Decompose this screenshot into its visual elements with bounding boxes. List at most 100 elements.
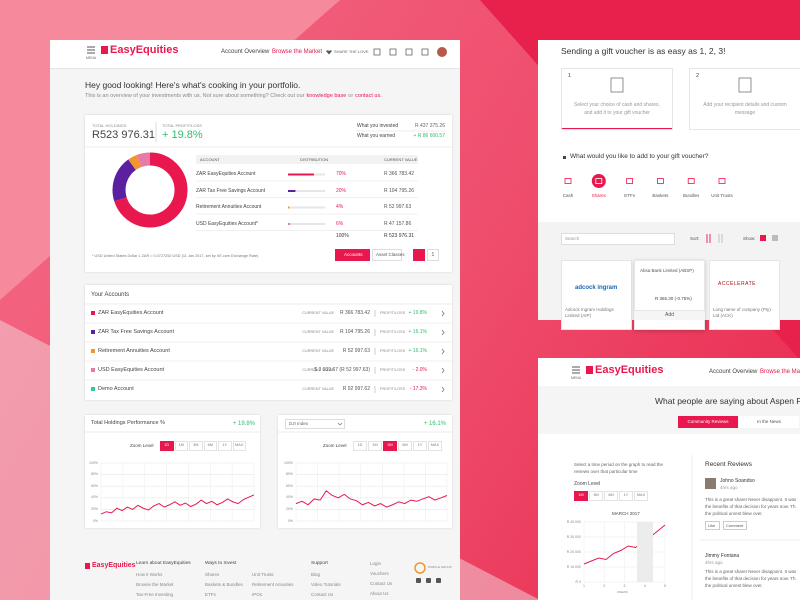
action-button[interactable] (723, 521, 747, 530)
zoom-label[interactable]: 1M (372, 443, 378, 447)
zoom-label[interactable]: 1Y (623, 493, 629, 497)
option-label[interactable]: Cash (562, 193, 574, 198)
nav-link[interactable]: Account Overview (709, 369, 758, 375)
zoom-button[interactable] (413, 441, 427, 451)
add-label[interactable]: Add (665, 312, 674, 318)
link[interactable]: contact us. (355, 93, 382, 99)
zoom-label[interactable]: 3M (193, 443, 199, 447)
index-select[interactable] (285, 419, 345, 429)
footer-link[interactable]: How it Works (136, 572, 163, 577)
account-name[interactable]: USD EasyEquities Account (98, 367, 165, 373)
option-label[interactable]: Bundles (683, 193, 700, 198)
option-label[interactable]: ETFs (624, 193, 635, 198)
footer-link[interactable]: Tax-Free Investing (136, 592, 174, 597)
zoom-button[interactable] (589, 491, 603, 501)
zoom-button[interactable] (619, 491, 633, 501)
zoom-label[interactable]: 3M (593, 493, 599, 497)
zoom-button[interactable] (574, 491, 588, 501)
zoom-label[interactable]: MAX (636, 493, 646, 497)
account-name[interactable]: Demo Account (98, 386, 134, 392)
footer-link[interactable]: Contact Us (311, 592, 334, 597)
zoom-button[interactable] (383, 441, 397, 451)
footer-link[interactable]: Unit Trusts (252, 572, 274, 577)
footer-link[interactable]: About Us (370, 591, 389, 596)
zoom-button[interactable] (634, 491, 648, 501)
footer-link[interactable]: Baskets & Bundles (205, 582, 243, 587)
question: What would you like to add to your gift … (570, 153, 709, 160)
footer-link[interactable]: ETFs (205, 592, 216, 597)
review-text: the benefits of that decision for years … (705, 504, 796, 509)
action-button[interactable] (705, 521, 720, 530)
add-button[interactable] (634, 310, 705, 320)
zoom-button[interactable] (398, 441, 412, 451)
zoom-button[interactable] (368, 441, 382, 451)
tab-button[interactable] (372, 249, 402, 261)
zoom-label[interactable]: 1Y (222, 443, 228, 447)
zoom-button[interactable] (604, 491, 618, 501)
nav-link[interactable]: Account Overview (221, 49, 270, 55)
zoom-label[interactable]: 1M (578, 493, 584, 497)
action-label[interactable]: Comment (726, 522, 744, 528)
share-link[interactable]: SHARE THE LOVE (334, 49, 369, 54)
footer-link[interactable]: Retirement Annuities (252, 582, 294, 587)
link[interactable]: knowledge base (306, 93, 347, 99)
menu-label[interactable]: MENU (86, 56, 97, 60)
zoom-button[interactable] (232, 441, 246, 451)
zoom-button[interactable] (218, 441, 232, 451)
zoom-label[interactable]: MAX (235, 443, 244, 447)
zoom-button[interactable] (174, 441, 188, 451)
zoom-label[interactable]: 1D (357, 443, 363, 447)
share-card[interactable] (709, 260, 780, 330)
footer-link[interactable]: IPOs (252, 592, 263, 597)
footnote: * USD United States Dollar 1 ZAR = 0.072… (92, 254, 259, 258)
footer-link[interactable]: Browse the Market (136, 582, 174, 587)
tab[interactable] (678, 416, 738, 428)
account-name: ZAR EasyEquities Account (196, 171, 256, 177)
current-value: R 92 997.62 (342, 386, 370, 392)
footer-link[interactable]: Vouchers (370, 571, 389, 576)
search-placeholder[interactable]: Search (565, 236, 580, 241)
footer-link[interactable]: Login (370, 561, 382, 566)
footer-link[interactable]: Contact Us (370, 581, 393, 586)
zoom-label[interactable]: 3M (387, 443, 393, 447)
option-label[interactable]: Baskets (652, 193, 669, 198)
page-number[interactable]: 1 (431, 252, 435, 258)
tab-label[interactable]: Community Reviews (687, 419, 729, 424)
zoom-label[interactable]: 1D (164, 443, 170, 447)
tab-label[interactable]: Asset Classes (376, 252, 405, 257)
menu-label[interactable]: MENU (571, 376, 582, 380)
option-label[interactable]: Shares (591, 193, 606, 198)
footer-link[interactable]: Shares (205, 572, 220, 577)
option-label[interactable]: Unit Trusts (711, 193, 733, 198)
nav-link[interactable]: Browse the Mark (760, 369, 800, 375)
account-name[interactable]: ZAR EasyEquities Account (98, 310, 164, 316)
zoom-label[interactable]: 6M (608, 493, 614, 497)
share-card[interactable] (561, 260, 632, 330)
zoom-label[interactable]: MAX (430, 443, 440, 447)
zoom-button[interactable] (353, 441, 367, 451)
nav-link[interactable]: Browse the Market (272, 49, 323, 55)
zoom-button[interactable] (203, 441, 217, 451)
tab-label[interactable]: In the News (757, 419, 781, 424)
tab-label[interactable]: Accounts (344, 252, 363, 257)
zoom-label[interactable]: 6M (207, 443, 213, 447)
account-name[interactable]: Retirement Annuities Account (98, 348, 170, 354)
account-name[interactable]: ZAR Tax Free Savings Account (98, 329, 175, 335)
zoom-button[interactable] (160, 441, 174, 451)
label: CURRENT VALUE (302, 367, 334, 372)
pager-button[interactable] (427, 249, 439, 261)
action-label[interactable]: Like (708, 522, 716, 528)
search-box[interactable] (561, 233, 675, 245)
tab-button[interactable] (335, 249, 370, 261)
zoom-label[interactable]: 1M (178, 443, 184, 447)
account-color (91, 349, 95, 353)
zoom-button[interactable] (428, 441, 442, 451)
tab[interactable] (739, 416, 799, 428)
zoom-button[interactable] (189, 441, 203, 451)
zoom-label[interactable]: 6M (402, 443, 408, 447)
footer-link[interactable]: Blog (311, 572, 321, 577)
zoom-label[interactable]: 1Y (417, 443, 423, 447)
index-select-label[interactable]: DJI Index (289, 421, 309, 426)
footer-link[interactable]: Video Tutorials (311, 582, 341, 587)
pager-button[interactable] (413, 249, 425, 261)
